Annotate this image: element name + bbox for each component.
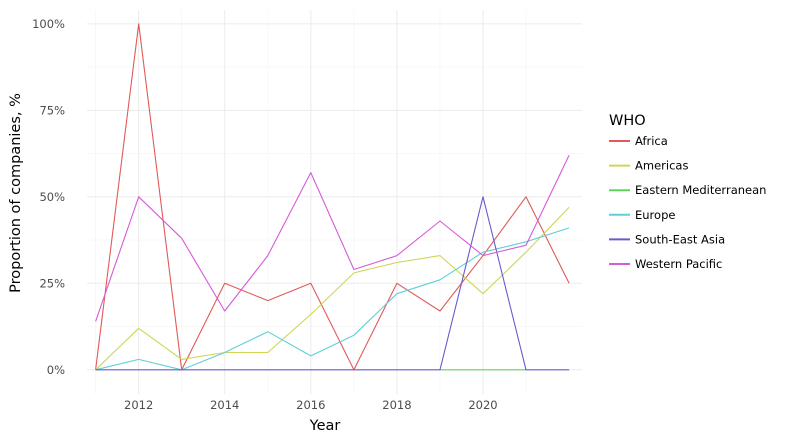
x-tick-label: 2020 <box>468 398 497 412</box>
y-tick-label: 100% <box>32 17 65 31</box>
legend-label-western-pacific: Western Pacific <box>635 257 722 271</box>
legend-label-south-east-asia: South-East Asia <box>635 232 725 246</box>
series-line-europe <box>95 227 570 371</box>
major-gridlines <box>87 10 582 394</box>
legend-label-americas: Americas <box>635 159 688 173</box>
y-axis-ticks: 0% 25% 50% 75% 100% <box>32 17 65 377</box>
series-line-western-pacific <box>95 155 570 322</box>
x-axis-title: Year <box>309 418 341 434</box>
legend-label-europe: Europe <box>635 208 675 222</box>
y-axis-title: Proportion of companies, % <box>8 93 24 293</box>
x-tick-label: 2018 <box>382 398 411 412</box>
legend-label-africa: Africa <box>635 134 668 148</box>
series-line-americas <box>95 206 570 371</box>
y-tick-label: 75% <box>39 103 65 117</box>
x-tick-label: 2012 <box>124 398 153 412</box>
minor-gridlines <box>87 10 582 394</box>
x-tick-label: 2016 <box>296 398 325 412</box>
legend-items: Africa Americas Eastern Mediterranean Europ… <box>609 134 766 271</box>
series-line-africa <box>95 23 570 371</box>
x-tick-label: 2014 <box>210 398 239 412</box>
y-tick-label: 25% <box>39 276 65 290</box>
series-lines <box>95 23 570 371</box>
legend: WHO Africa Americas Eastern Mediterranean E… <box>609 113 766 271</box>
x-axis-ticks: 2012 2014 2016 2018 2020 <box>124 398 498 412</box>
series-line-south-east-asia <box>95 196 570 371</box>
legend-title: WHO <box>609 113 646 129</box>
legend-label-eastern-mediterranean: Eastern Mediterranean <box>635 183 766 197</box>
y-tick-label: 50% <box>39 190 65 204</box>
y-tick-label: 0% <box>47 363 65 377</box>
